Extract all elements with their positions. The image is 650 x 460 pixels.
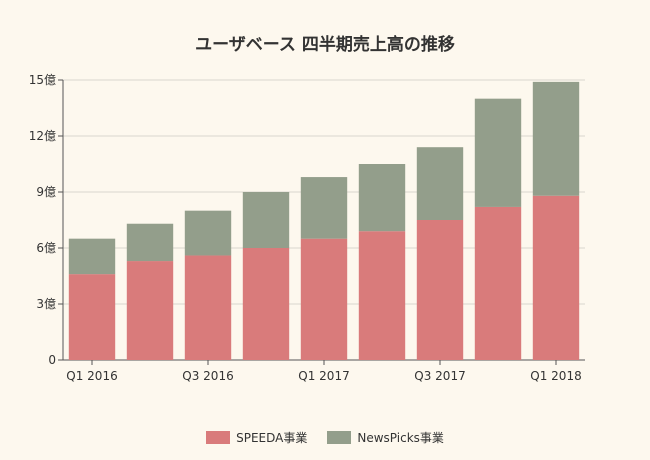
x-tick-label: Q1 2018 xyxy=(530,369,581,383)
bar-segment-newspicks xyxy=(126,223,174,262)
chart-title: ユーザベース 四半期売上高の推移 xyxy=(195,35,455,55)
legend-label-speeda: SPEEDA事業 xyxy=(236,431,308,445)
bar-segment-speeda xyxy=(532,195,580,360)
y-tick-label: 6億 xyxy=(36,241,56,255)
legend-label-newspicks: NewsPicks事業 xyxy=(357,431,444,445)
bar-segment-speeda xyxy=(126,261,174,360)
y-tick-label: 0 xyxy=(48,353,56,367)
bar-segment-speeda xyxy=(416,220,464,360)
legend-item-speeda[interactable]: SPEEDA事業 xyxy=(206,429,307,446)
bar-segment-newspicks xyxy=(68,238,116,275)
bar-segment-newspicks xyxy=(532,81,580,196)
bar-segment-speeda xyxy=(474,206,522,360)
bar-segment-newspicks xyxy=(300,177,348,239)
bar-segment-speeda xyxy=(242,248,290,360)
bar-segment-speeda xyxy=(68,274,116,360)
y-tick-label: 15億 xyxy=(29,73,56,87)
legend-swatch-newspicks xyxy=(327,431,352,444)
x-tick-label: Q1 2016 xyxy=(66,369,117,383)
x-tick-label: Q1 2017 xyxy=(298,369,349,383)
bar-segment-newspicks xyxy=(184,210,232,256)
y-tick-label: 9億 xyxy=(36,185,56,199)
bar-segment-speeda xyxy=(184,255,232,360)
bar-segment-speeda xyxy=(358,231,406,360)
bar-segment-newspicks xyxy=(474,98,522,207)
bar-segment-newspicks xyxy=(358,164,406,232)
bar-segment-speeda xyxy=(300,238,348,360)
x-tick-label: Q3 2017 xyxy=(414,369,465,383)
legend-item-newspicks[interactable]: NewsPicks事業 xyxy=(327,429,444,446)
x-tick-label: Q3 2016 xyxy=(182,369,233,383)
legend-swatch-speeda xyxy=(206,431,231,444)
y-tick-label: 3億 xyxy=(36,297,56,311)
chart-legend: SPEEDA事業 NewsPicks事業 xyxy=(0,429,650,446)
bar-segment-newspicks xyxy=(242,192,290,248)
y-tick-label: 12億 xyxy=(29,129,56,143)
bar-segment-newspicks xyxy=(416,147,464,220)
